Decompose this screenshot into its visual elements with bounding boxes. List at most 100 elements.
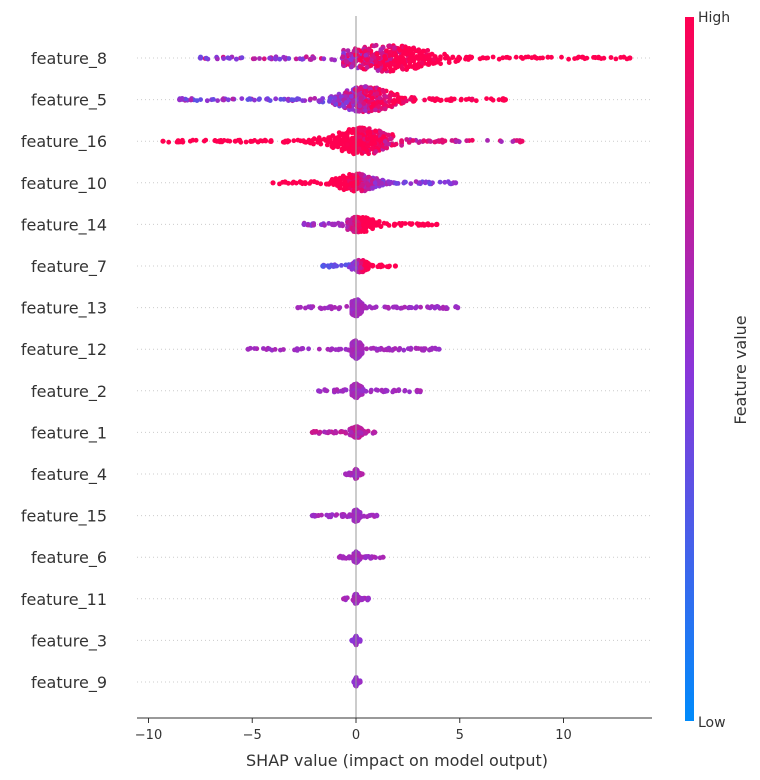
shap-point (382, 54, 388, 59)
shap-point (281, 347, 286, 352)
shap-point (300, 346, 306, 351)
feature-label: feature_3 (31, 631, 107, 651)
shap-point (211, 97, 216, 102)
shap-point (340, 223, 345, 229)
shap-point (432, 139, 438, 145)
shap-point (601, 55, 607, 61)
shap-point (354, 174, 360, 179)
shap-point (401, 347, 407, 353)
shap-point (329, 177, 335, 182)
shap-point (367, 513, 373, 518)
shap-point (381, 347, 387, 353)
shap-point (359, 303, 365, 308)
shap-point (370, 145, 375, 151)
shap-point (418, 304, 423, 310)
shap-point (490, 97, 496, 103)
shap-point (386, 43, 391, 49)
shap-point (364, 181, 370, 187)
shap-point (464, 138, 470, 144)
shap-point (350, 138, 355, 144)
shap-point-max (627, 55, 633, 61)
shap-point (361, 146, 366, 151)
shap-point (437, 179, 443, 185)
shap-point (316, 135, 322, 141)
shap-point (490, 54, 496, 60)
shap-point (408, 96, 413, 102)
shap-point (348, 94, 354, 99)
shap-point (388, 92, 394, 98)
shap-point (402, 388, 408, 394)
shap-point (427, 181, 433, 187)
shap-point (621, 54, 627, 60)
shap-point (468, 55, 474, 61)
shap-point (404, 98, 409, 104)
shap-point (384, 48, 389, 54)
shap-point (350, 553, 356, 559)
shap-point (410, 138, 416, 143)
shap-point (295, 96, 300, 101)
x-axis: −10 −5 0 5 10 (135, 717, 652, 743)
shap-point (188, 97, 194, 103)
shap-point (373, 128, 378, 134)
shap-point (399, 142, 404, 148)
shap-point (362, 84, 368, 90)
shap-point (233, 138, 238, 144)
shap-point (331, 264, 336, 269)
shap-point (345, 48, 351, 53)
shap-point (176, 139, 182, 145)
shap-point-max (436, 346, 442, 352)
shap-point (380, 87, 386, 93)
shap-point (419, 56, 424, 61)
shap-point (399, 139, 404, 145)
shap-point (386, 53, 392, 58)
shap-point (340, 173, 346, 179)
shap-point (344, 100, 349, 105)
shap-point (225, 97, 231, 103)
shap-point (334, 512, 340, 517)
shap-point (364, 346, 369, 352)
shap-point (264, 96, 269, 102)
shap-point (422, 97, 427, 103)
shap-point (326, 429, 332, 435)
shap-point (370, 186, 375, 191)
shap-point (318, 181, 324, 187)
shap-point (510, 139, 516, 144)
shap-point-min (177, 97, 183, 103)
shap-point (549, 54, 554, 60)
feature-label: feature_6 (31, 548, 107, 568)
shap-point (403, 51, 409, 57)
shap-point (351, 311, 357, 317)
shap-point (372, 305, 378, 310)
feature-label: feature_12 (21, 340, 107, 360)
shap-point (361, 141, 366, 147)
shap-point (431, 57, 436, 62)
x-tick-label: 0 (352, 728, 360, 743)
shap-point-min (343, 471, 349, 477)
shap-point (393, 53, 399, 58)
shap-point (359, 346, 364, 352)
shap-point (367, 99, 372, 105)
shap-point (386, 141, 391, 147)
shap-point (293, 56, 299, 62)
shap-point (399, 305, 405, 311)
shap-point (261, 56, 267, 62)
shap-point (364, 136, 370, 142)
shap-point (364, 263, 369, 269)
shap-point (417, 52, 423, 58)
shap-point (352, 87, 358, 92)
shap-point (214, 139, 220, 144)
shap-point (198, 97, 204, 102)
shap-point (348, 264, 354, 269)
shap-point (613, 56, 619, 62)
shap-point (316, 346, 322, 352)
shap-point-min (301, 221, 307, 227)
shap-point (425, 304, 431, 310)
shap-point (372, 223, 377, 228)
shap-point (436, 138, 442, 144)
shap-point (456, 54, 462, 60)
shap-point (365, 129, 371, 135)
shap-point (306, 139, 312, 145)
shap-point (406, 56, 412, 62)
shap-point (303, 54, 309, 60)
shap-point-max (519, 138, 525, 144)
